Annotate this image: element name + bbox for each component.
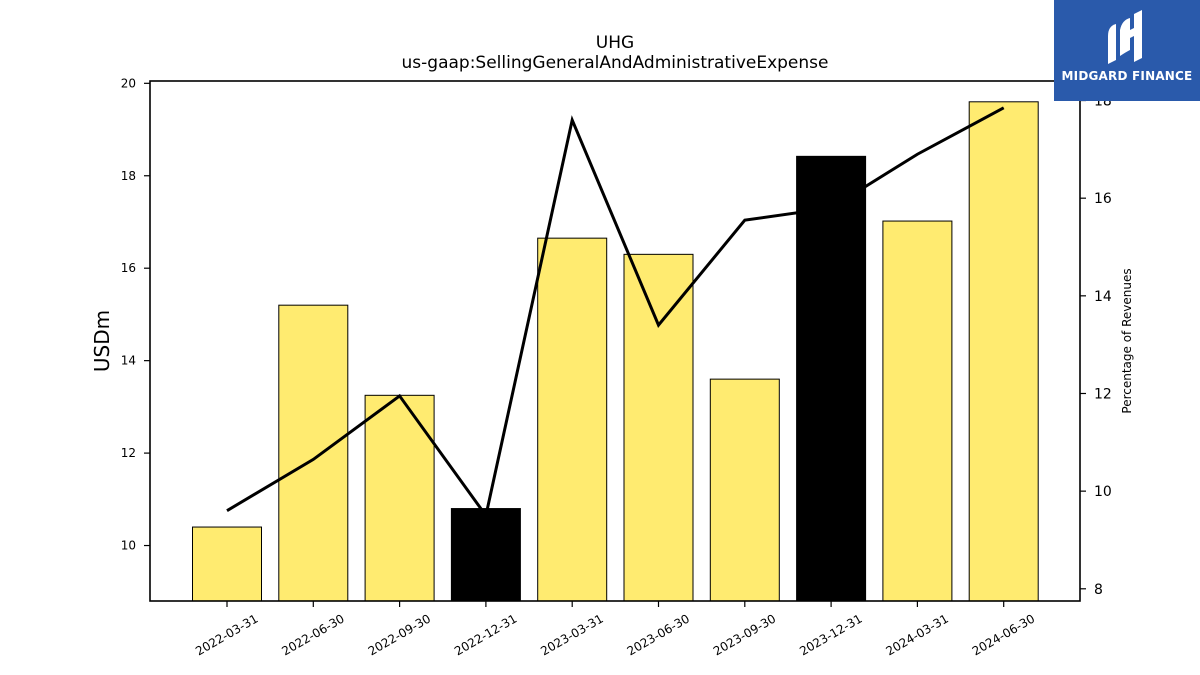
bar-2023-12-31 [796,155,867,602]
bar-2022-03-31 [192,526,262,602]
y-tick-label-left: 14 [121,354,136,368]
y-tick-label-right: 14 [1094,289,1112,305]
x-axis: 2022-03-31 2022-06-30 2022-09-30 2022-12-31… [193,601,1037,658]
x-tick-label: 2023-06-30 [625,611,692,658]
y-tick-label-left: 20 [121,76,136,90]
brand-logo: MIDGARD FINANCE [1054,0,1200,101]
x-tick-label: 2024-06-30 [970,611,1037,658]
y-axis-label-left: USDm [90,310,114,372]
bar-2023-03-31 [537,237,608,602]
y-tick-label-right: 8 [1094,582,1103,598]
bar-2022-12-31 [450,508,521,602]
bar-2024-03-31 [882,220,953,602]
x-tick-label: 2022-12-31 [452,611,519,658]
x-tick-label: 2023-09-30 [711,611,778,658]
bar-2023-06-30 [623,253,694,602]
bar-2023-09-30 [709,378,780,602]
line-group [226,106,1005,520]
bars-group [192,101,1039,602]
x-tick-label: 2023-12-31 [797,611,864,658]
y-tick-label-right: 16 [1094,191,1112,207]
x-tick-label: 2022-06-30 [279,611,346,658]
y-tick-label-left: 16 [121,261,136,275]
x-tick-label: 2022-03-31 [193,611,260,658]
x-tick-label: 2024-03-31 [883,611,950,658]
y-axis-left: 10 12 14 16 18 20 [121,76,150,553]
bar-2022-09-30 [364,394,435,602]
chart-subtitle: us-gaap:SellingGeneralAndAdministrativeE… [402,53,829,73]
y-tick-label-right: 12 [1094,386,1112,402]
logo-mark-icon [1108,10,1142,64]
x-tick-label: 2023-03-31 [538,611,605,658]
bar-2024-06-30 [968,101,1039,602]
y-tick-label-left: 18 [121,169,136,183]
y-tick-label-left: 12 [121,446,136,460]
plot-frame [149,80,1081,602]
y-axis-label-right: Percentage of Revenues [1120,268,1134,413]
series-line [226,106,1005,520]
logo-text: MIDGARD FINANCE [1061,69,1193,83]
chart-title: UHG [596,33,634,53]
bar-2022-06-30 [278,304,349,602]
y-tick-label-right: 10 [1094,484,1112,500]
x-tick-label: 2022-09-30 [366,611,433,658]
y-tick-label-left: 10 [121,539,136,553]
